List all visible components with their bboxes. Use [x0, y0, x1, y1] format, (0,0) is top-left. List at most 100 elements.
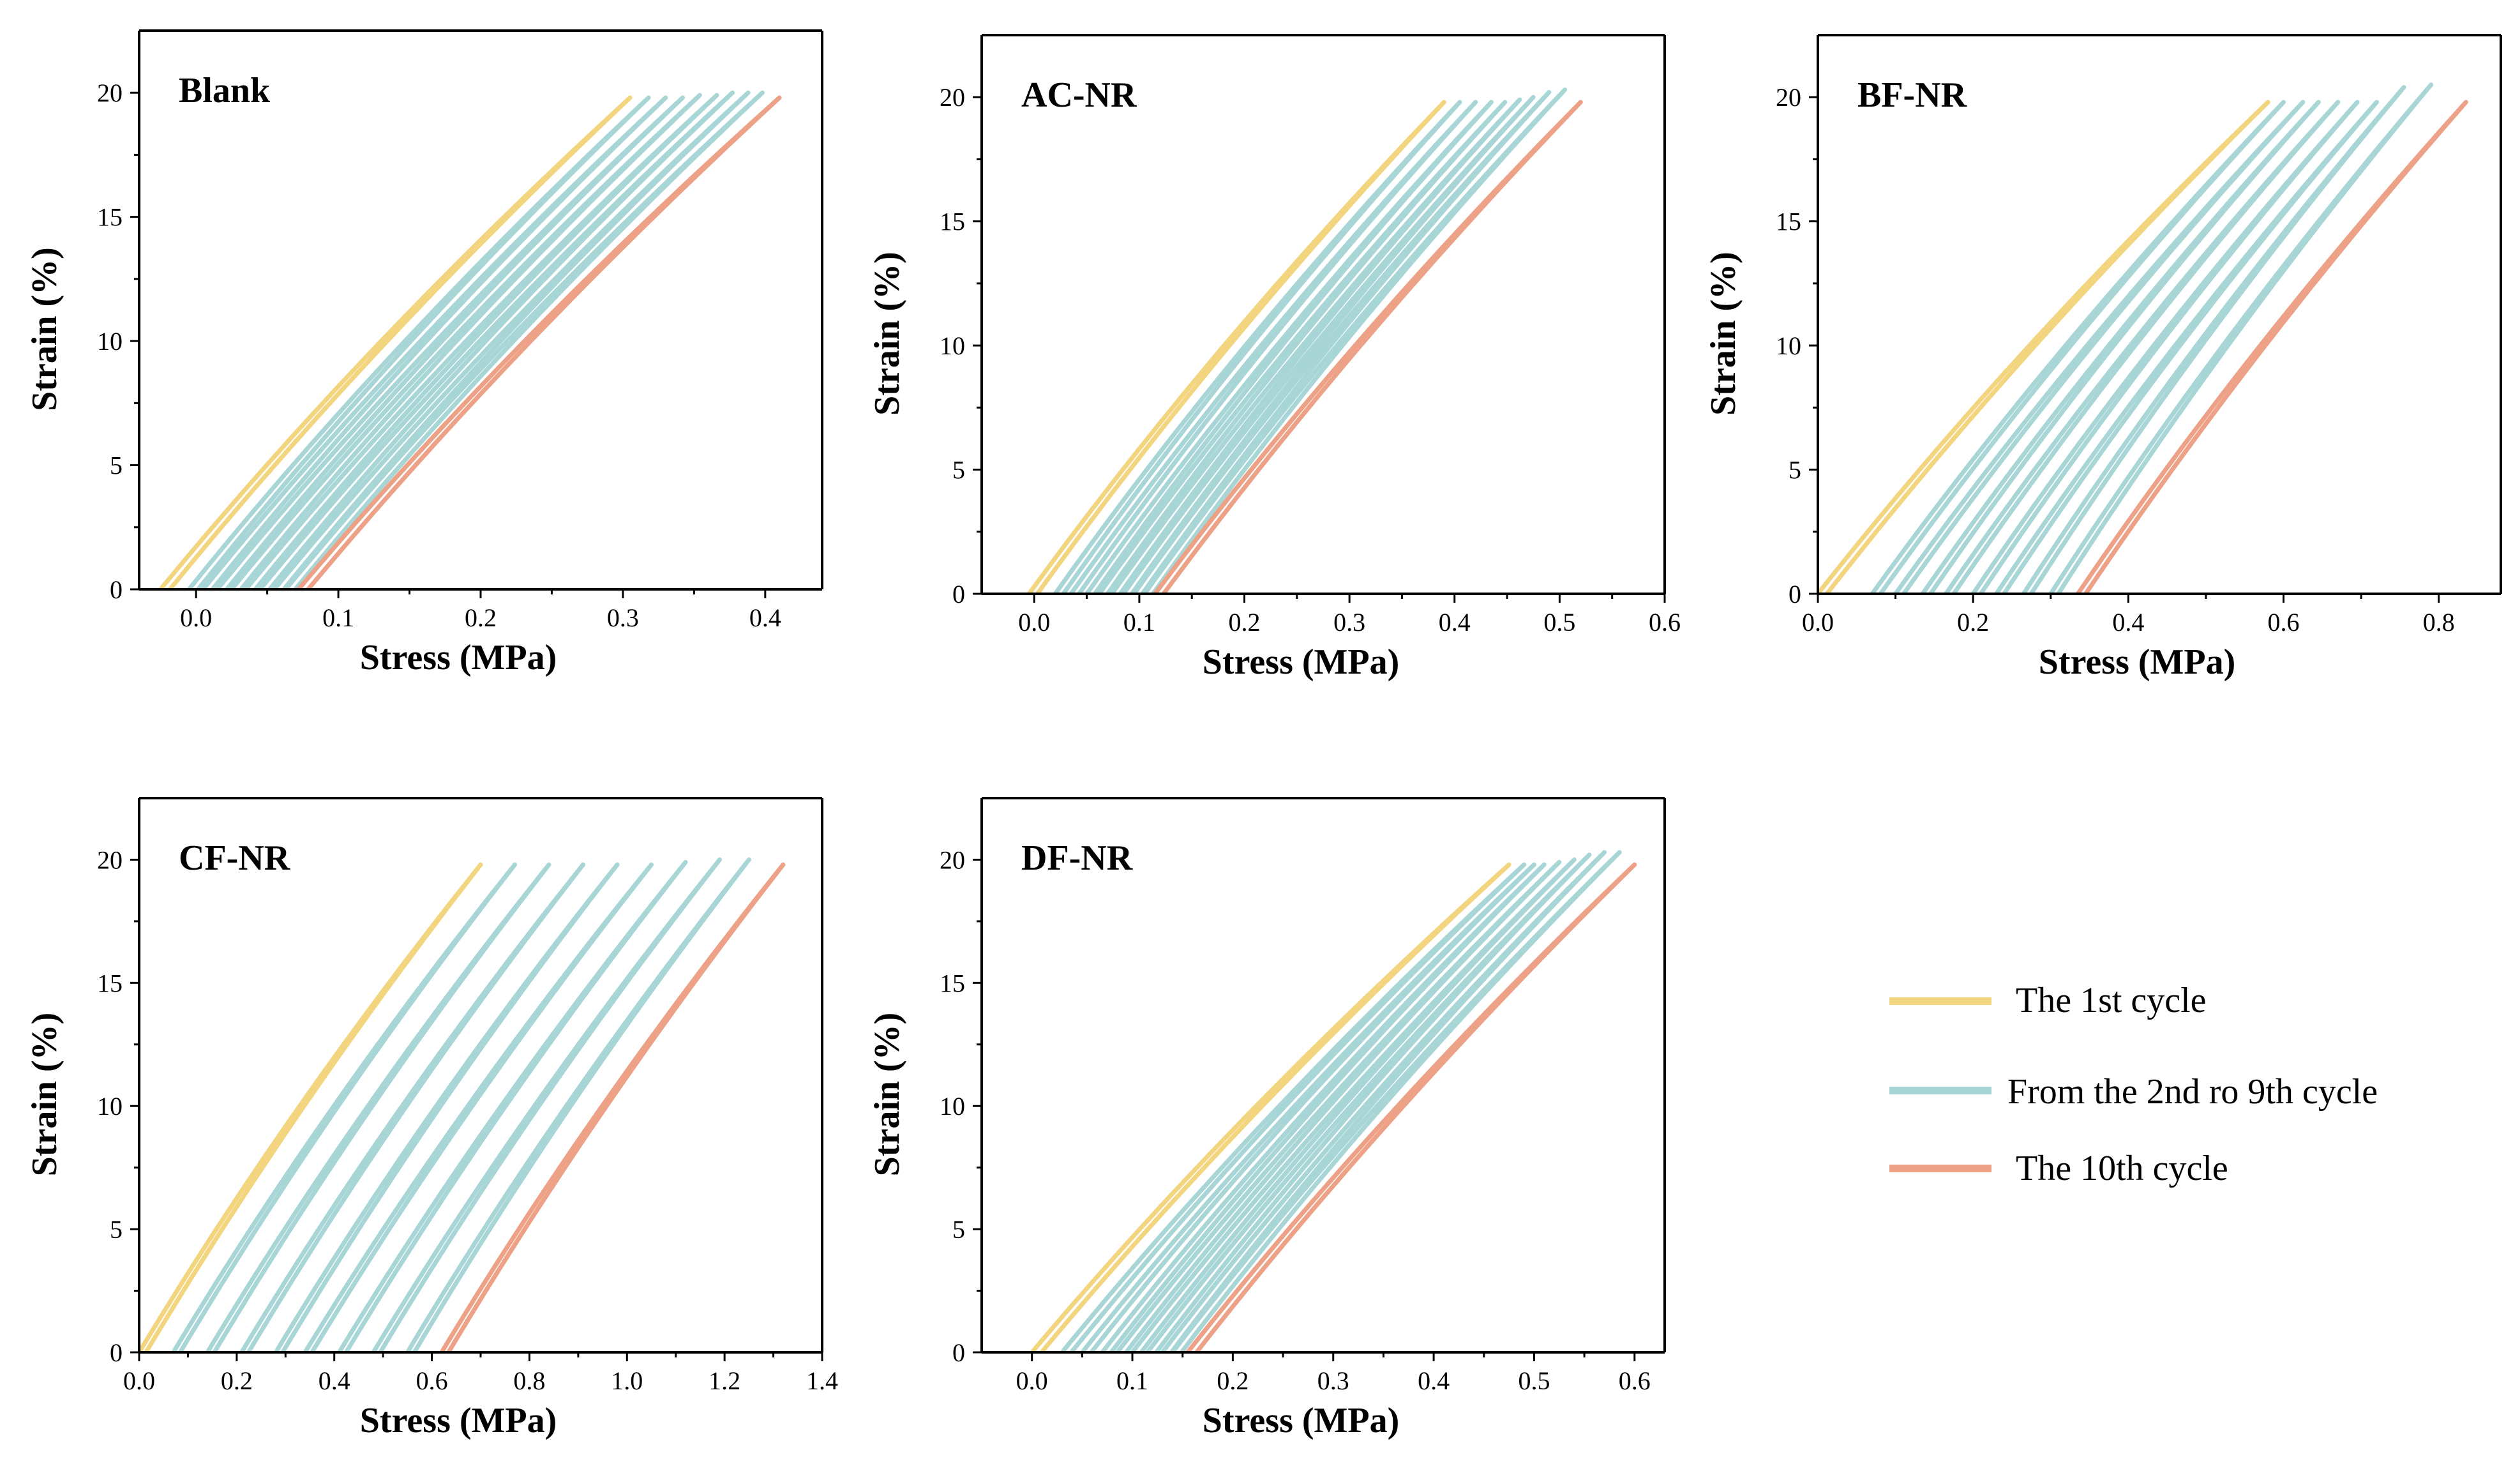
cycle-9-loop [2048, 82, 2434, 594]
x-tick-label: 1.4 [806, 1366, 838, 1395]
cycle-8-loop [273, 90, 751, 589]
chart-panels: 0.0 0.1 0.2 0.3 0.4 0 5 10 15 20 Stress (MPa) Strai… [25, 29, 2502, 1440]
x-tick-label: 0.3 [1333, 608, 1365, 637]
x-tick-label: 0.2 [1217, 1366, 1249, 1395]
cycle-10-loop [1185, 862, 1637, 1352]
cycle-10-loop [2076, 100, 2468, 594]
x-tick-label: 0.2 [221, 1366, 253, 1395]
y-tick-label: 15 [97, 969, 123, 997]
x-tick-label: 0.0 [1018, 608, 1050, 637]
y-axis-label: Strain (%) [25, 247, 64, 411]
cycle-3-loop [1893, 100, 2306, 594]
x-tick-label: 0.2 [1229, 608, 1261, 637]
cycle-6-loop [1971, 100, 2360, 594]
y-tick-label: 0 [110, 1338, 123, 1367]
y-tick-label: 5 [952, 1215, 965, 1244]
cycle-6-loop [244, 93, 719, 589]
cycle-9-loop [283, 90, 765, 589]
cycle-7-loop [337, 859, 688, 1352]
cycle-8-loop [2021, 85, 2406, 594]
x-tick-label: 0.8 [513, 1366, 545, 1395]
x-tick-label: 0.2 [1957, 608, 1989, 637]
hysteresis-loops [1818, 82, 2468, 594]
cycle-4-loop [1100, 862, 1547, 1352]
cycle-2-loop [187, 95, 651, 589]
cycle-4-loop [215, 95, 685, 589]
cycle-3-loop [1069, 100, 1478, 594]
x-tick-label: 0.6 [1619, 1366, 1651, 1395]
y-tick-label: 0 [952, 580, 965, 608]
cycle-8-loop [371, 857, 722, 1352]
y-tick-label: 5 [110, 451, 123, 480]
cycle-1-loop [139, 862, 483, 1352]
y-tick-label: 20 [97, 845, 123, 874]
x-tick-label: 0.2 [465, 603, 497, 632]
cycle-5-loop [1944, 100, 2341, 594]
x-tick-label: 0.6 [2268, 608, 2300, 637]
y-axis-label: Strain (%) [25, 1013, 64, 1177]
cycle-7-loop [1121, 94, 1536, 594]
x-tick-label: 0.4 [319, 1366, 350, 1395]
cycle-6-loop [303, 862, 654, 1352]
cycle-2-loop [1870, 100, 2286, 594]
legend: The 1st cycle From the 2nd ro 9th cycle … [1889, 981, 2378, 1188]
chart-panel-df-nr: 0.0 0.1 0.2 0.3 0.4 0.5 0.6 0 5 10 15 20 Stress (MPa… [867, 797, 1666, 1440]
cycle-7-loop [258, 90, 735, 589]
cycle-5-loop [274, 862, 620, 1352]
y-tick-label: 15 [97, 203, 123, 232]
x-tick-label: 0.5 [1543, 608, 1575, 637]
y-axis-label: Strain (%) [1704, 252, 1743, 416]
cycle-4-loop [239, 862, 585, 1352]
cycle-10-loop [439, 862, 786, 1352]
y-tick-label: 15 [1776, 208, 1801, 236]
x-tick-label: 1.0 [611, 1366, 643, 1395]
x-tick-label: 0.4 [2112, 608, 2144, 637]
chart-panel-cf-nr: 0.0 0.2 0.4 0.6 0.8 1.0 1.2 1.4 0 5 10 15 20 Stress (… [25, 797, 838, 1440]
y-tick-label: 10 [940, 331, 965, 360]
x-tick-label: 0.0 [1802, 608, 1834, 637]
cycle-1-loop [158, 95, 633, 589]
cycle-4-loop [1084, 100, 1494, 594]
x-tick-label: 0.6 [1649, 608, 1681, 637]
y-tick-label: 10 [97, 1092, 123, 1121]
cycle-2-loop [1060, 862, 1527, 1352]
hysteresis-loops [158, 90, 782, 589]
panel-title: Blank [179, 71, 271, 110]
cycle-6-loop [1110, 97, 1522, 594]
chart-panel-ac-nr: 0.0 0.1 0.2 0.3 0.4 0.5 0.6 0 5 10 15 20 Stress (MPa… [867, 34, 1681, 682]
cycle-6-loop [1130, 857, 1577, 1352]
cycle-5-loop [1097, 100, 1508, 594]
cycle-1-loop [1818, 100, 2270, 594]
cycle-2-loop [1053, 100, 1462, 594]
legend-label-last-cycle: The 10th cycle [2016, 1149, 2228, 1188]
y-tick-label: 20 [940, 845, 965, 874]
panel-title: CF-NR [179, 838, 290, 878]
cycle-9-loop [1143, 87, 1568, 594]
panel-title: BF-NR [1857, 75, 1967, 115]
cycle-10-loop [297, 95, 782, 589]
cycle-4-loop [1921, 100, 2321, 594]
x-tick-label: 0.0 [123, 1366, 155, 1395]
x-tick-label: 1.2 [709, 1366, 740, 1395]
y-tick-label: 5 [110, 1215, 123, 1244]
y-tick-label: 10 [940, 1092, 965, 1121]
cycle-10-loop [1153, 100, 1583, 594]
cycle-8-loop [1132, 89, 1552, 594]
cycle-1-loop [1030, 862, 1511, 1352]
legend-label-first-cycle: The 1st cycle [2016, 981, 2207, 1020]
cycle-8-loop [1160, 850, 1607, 1352]
cycle-7-loop [1994, 100, 2379, 594]
x-tick-label: 0.3 [607, 603, 639, 632]
y-tick-label: 10 [97, 327, 123, 356]
cycle-3-loop [201, 95, 668, 589]
cycle-9-loop [405, 857, 751, 1352]
cycle-3-loop [1080, 862, 1536, 1352]
x-tick-label: 0.0 [180, 603, 212, 632]
y-axis-label: Strain (%) [867, 252, 907, 416]
x-tick-label: 0.4 [1418, 1366, 1450, 1395]
x-tick-label: 0.4 [749, 603, 781, 632]
x-axis-label: Stress (MPa) [360, 1401, 557, 1440]
chart-panel-blank: 0.0 0.1 0.2 0.3 0.4 0 5 10 15 20 Stress (MPa) Strai… [25, 29, 823, 677]
y-tick-label: 20 [940, 83, 965, 112]
